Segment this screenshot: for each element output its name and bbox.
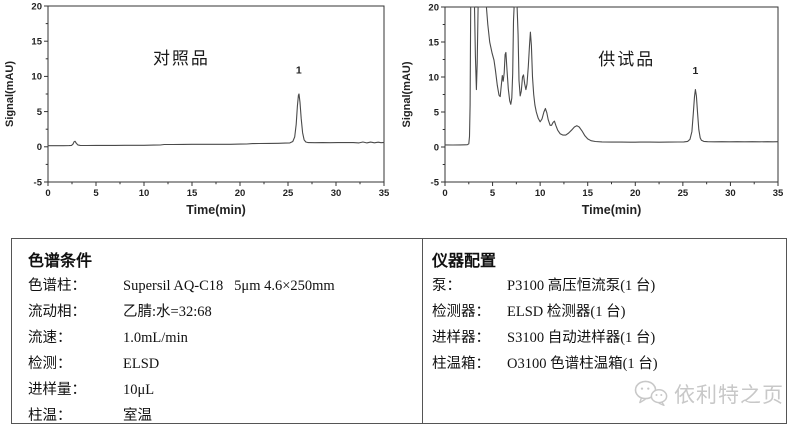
y-tick-label: 5 (37, 107, 43, 118)
wechat-icon (634, 380, 668, 407)
condition-row: 色谱柱： Supersil AQ-C18 5μm 4.6×250mm (28, 273, 422, 299)
x-tick-label: 10 (139, 188, 150, 199)
conditions-rows: 色谱柱： Supersil AQ-C18 5μm 4.6×250mm 流动相： 乙腈:… (28, 273, 422, 429)
y-tick-label: -5 (431, 177, 440, 188)
condition-value: O3100 色谱柱温箱(1 台) (507, 356, 658, 372)
watermark: 依利特之页 (633, 379, 784, 409)
instrument-title: 仪器配置 (432, 253, 497, 270)
signal-trace (47, 93, 385, 147)
y-tick-label: 10 (428, 72, 439, 83)
condition-row: 流速： 1.0mL/min (28, 325, 422, 351)
condition-label: 柱温： (28, 408, 72, 424)
chromatogram-reference: 0 5 10 15 20 25 30 35-505101520Time(min)Signal(… (4, 1, 390, 217)
y-tick-label: 15 (428, 37, 439, 48)
condition-value: ELSD (123, 356, 160, 372)
condition-label: 检测器： (432, 304, 490, 320)
instrument-rows: 泵： P3100 高压恒流泵(1 台) 检测器： ELSD 检测器(1 台) 进样器： S… (432, 273, 786, 377)
y-tick-label: 15 (31, 37, 42, 48)
condition-label: 柱温箱： (432, 356, 490, 372)
condition-label: 流动相： (28, 304, 86, 320)
plot-border (47, 5, 385, 183)
x-tick-label: 20 (630, 188, 641, 199)
y-tick-label: 20 (428, 2, 439, 13)
y-tick-label: 10 (31, 72, 42, 83)
y-tick-label: 5 (434, 107, 440, 118)
x-tick-label: 5 (93, 188, 99, 199)
peak-label: 1 (692, 65, 698, 77)
x-tick-label: 30 (331, 188, 342, 199)
condition-row: 检测器： ELSD 检测器(1 台) (432, 299, 786, 325)
sample-label: 对照品 (153, 49, 210, 68)
condition-row: 柱温： 室温 (28, 403, 422, 429)
y-tick-label: 20 (31, 1, 42, 12)
x-tick-label: 35 (773, 188, 784, 199)
condition-value: 室温 (123, 408, 152, 424)
watermark-text: 依利特之页 (674, 383, 784, 407)
condition-label: 进样器： (432, 330, 490, 346)
condition-label: 色谱柱： (28, 278, 86, 294)
chromatogram-test: 0 5 10 15 20 25 30 35-505101520Time(min)Signal(… (401, 2, 784, 217)
condition-value: ELSD 检测器(1 台) (507, 304, 626, 320)
condition-value: 10μL (123, 382, 155, 398)
x-tick-label: 20 (235, 188, 246, 199)
y-tick-label: 0 (37, 142, 42, 153)
x-tick-label: 5 (490, 188, 496, 199)
plot-border (444, 6, 779, 183)
y-tick-label: -5 (34, 177, 43, 188)
x-tick-label: 0 (45, 188, 50, 199)
x-axis-title: Time(min) (186, 203, 246, 217)
conditions-title: 色谱条件 (28, 253, 93, 270)
condition-row: 检测： ELSD (28, 351, 422, 377)
condition-label: 流速： (28, 330, 72, 346)
conditions-panel: 色谱条件 色谱柱： Supersil AQ-C18 5μm 4.6×250mm 流动… (12, 239, 422, 424)
condition-row: 流动相： 乙腈:水=32:68 (28, 299, 422, 325)
y-axis-title: Signal(mAU) (4, 61, 16, 127)
condition-value: S3100 自动进样器(1 台) (507, 330, 656, 346)
signal-trace (444, 6, 779, 146)
x-tick-label: 15 (187, 188, 198, 199)
x-tick-label: 30 (725, 188, 736, 199)
x-tick-label: 10 (535, 188, 546, 199)
x-tick-label: 0 (442, 188, 447, 199)
condition-value: 乙腈:水=32:68 (123, 304, 212, 320)
sample-label: 供试品 (598, 50, 655, 69)
condition-label: 检测： (28, 356, 72, 372)
instrument-panel: 仪器配置 泵： P3100 高压恒流泵(1 台) 检测器： ELSD 检测器(1 台)… (422, 239, 786, 423)
x-axis-title: Time(min) (582, 203, 642, 217)
condition-label: 泵： (432, 278, 461, 294)
condition-label: 进样量： (28, 382, 86, 398)
y-axis-title: Signal(mAU) (401, 61, 413, 127)
condition-value: Supersil AQ-C18 5μm 4.6×250mm (123, 278, 335, 294)
x-tick-label: 25 (678, 188, 689, 199)
x-tick-label: 25 (283, 188, 294, 199)
condition-row: 进样器： S3100 自动进样器(1 台) (432, 325, 786, 351)
x-tick-label: 15 (582, 188, 593, 199)
x-tick-label: 35 (379, 188, 390, 199)
condition-value: 1.0mL/min (123, 330, 188, 346)
peak-label: 1 (296, 65, 302, 77)
condition-row: 进样量： 10μL (28, 377, 422, 403)
condition-row: 泵： P3100 高压恒流泵(1 台) (432, 273, 786, 299)
condition-value: P3100 高压恒流泵(1 台) (507, 278, 656, 294)
condition-row: 柱温箱： O3100 色谱柱温箱(1 台) (432, 351, 786, 377)
y-tick-label: 0 (434, 142, 439, 153)
